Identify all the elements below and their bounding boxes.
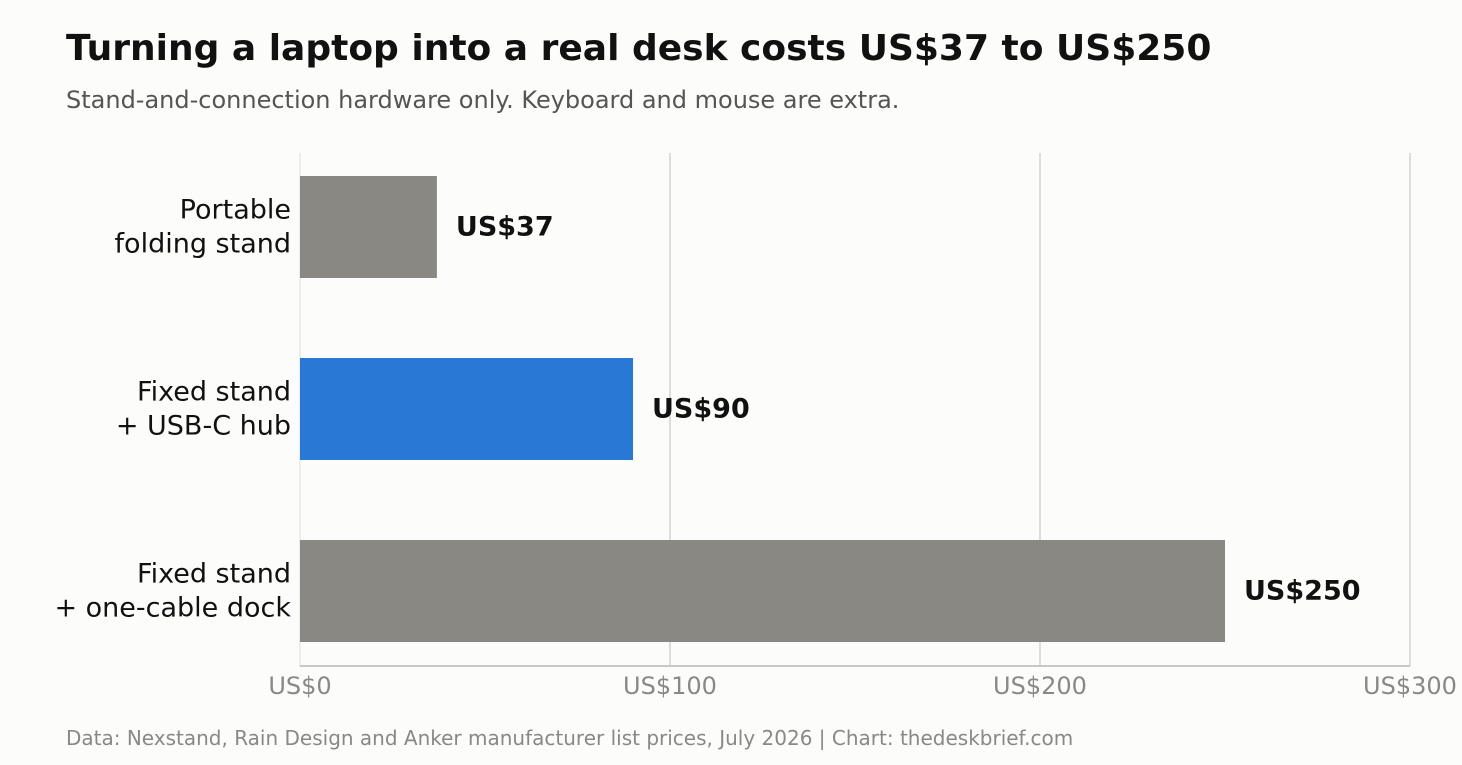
chart-subtitle: Stand-and-connection hardware only. Keyb… [66,86,900,114]
chart-source-note: Data: Nexstand, Rain Design and Anker ma… [66,726,1074,750]
bar-value-label: US$250 [1244,576,1361,607]
bar [300,358,633,460]
bar [300,540,1225,642]
bar [300,176,437,278]
bar-value-label: US$90 [652,394,750,425]
x-tick-label: US$200 [993,672,1087,700]
category-label: Fixed stand + USB-C hub [116,377,291,442]
category-label: Fixed stand + one-cable dock [54,559,291,624]
x-tick-label: US$0 [268,672,331,700]
x-tick-label: US$300 [1363,672,1457,700]
chart-title: Turning a laptop into a real desk costs … [66,28,1212,69]
category-label: Portable folding stand [115,195,291,260]
x-tick-label: US$100 [623,672,717,700]
bar-value-label: US$37 [456,212,554,243]
